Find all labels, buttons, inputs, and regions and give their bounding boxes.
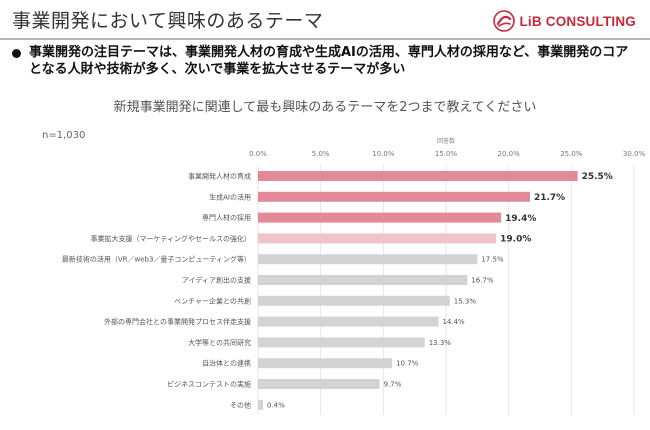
survey-question: 新規事業開発に関連して最も興味のあるテーマを2つまで教えてください — [113, 100, 537, 115]
category-label: 大学等との共同研究 — [188, 338, 251, 347]
category-label: その他 — [230, 400, 251, 409]
bar — [258, 171, 578, 181]
value-label: 14.4% — [442, 318, 465, 326]
category-label: ビジネスコンテストの実施 — [167, 380, 251, 389]
lib-logo-icon — [493, 10, 516, 32]
value-label: 19.4% — [505, 214, 536, 224]
tick-label: 20.0% — [498, 150, 521, 158]
value-label: 16.7% — [471, 277, 494, 285]
value-label: 13.3% — [429, 339, 452, 347]
category-label: 自治体との連携 — [202, 359, 251, 368]
category-label: 最新技術の活用（VR／web3／量子コンピューティング等） — [62, 255, 251, 264]
header-divider — [0, 38, 650, 40]
company-logo: LiB CONSULTING — [493, 10, 636, 32]
bar — [258, 233, 497, 244]
bar — [258, 399, 264, 410]
tick-label: 15.0% — [435, 150, 458, 158]
tick-label: 30.0% — [623, 150, 646, 158]
tick-label: 25.0% — [560, 150, 583, 158]
value-label: 15.3% — [454, 297, 477, 305]
sample-size: n=1,030 — [42, 130, 86, 141]
value-label: 9.7% — [384, 381, 402, 389]
logo-text: LiB CONSULTING — [519, 13, 636, 29]
category-label: ベンチャー企業との共創 — [174, 296, 251, 305]
category-label: 事業開発人材の育成 — [188, 172, 251, 181]
tick-label: 0.0% — [249, 150, 267, 158]
category-label: 生成AIの活用 — [209, 192, 251, 201]
summary-bullet: 事業開発の注目テーマは、事業開発人材の育成や生成AIの活用、専門人材の採用など、… — [12, 44, 642, 78]
value-label: 19.0% — [500, 235, 531, 245]
bar — [258, 212, 502, 223]
value-label: 17.5% — [481, 256, 504, 264]
category-label: 事業拡大支援（マーケティングやセールスの強化） — [91, 234, 251, 243]
category-label: アイディア創出の支援 — [182, 276, 251, 285]
value-label: 25.5% — [582, 172, 613, 182]
bar — [258, 337, 425, 348]
value-label: 21.7% — [534, 193, 565, 203]
value-label: 0.4% — [267, 401, 285, 409]
category-label: 外部の専門会社との事業開発プロセス伴走支援 — [104, 317, 251, 326]
bar — [258, 358, 393, 369]
bullet-dot-icon — [12, 49, 21, 58]
bar — [258, 316, 439, 327]
page-title: 事業開発において興味のあるテーマ — [12, 10, 324, 32]
bar — [258, 191, 530, 202]
bar — [258, 254, 478, 265]
category-label: 専門人材の採用 — [202, 213, 251, 222]
tick-label: 10.0% — [372, 150, 395, 158]
value-label: 10.7% — [396, 360, 419, 368]
axis-title: 回答数 — [437, 137, 455, 145]
tick-label: 5.0% — [312, 150, 330, 158]
bar — [258, 275, 468, 285]
bar — [258, 379, 380, 389]
summary-text: 事業開発の注目テーマは、事業開発人材の育成や生成AIの活用、専門人材の採用など、… — [29, 45, 629, 77]
bar — [258, 295, 450, 306]
